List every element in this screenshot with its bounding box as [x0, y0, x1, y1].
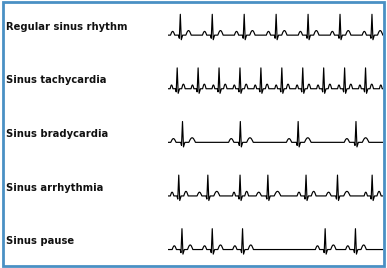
Text: Sinus bradycardia: Sinus bradycardia [6, 129, 108, 139]
Text: Sinus arrhythmia: Sinus arrhythmia [6, 183, 103, 193]
Text: Sinus pause: Sinus pause [6, 236, 74, 246]
Text: Sinus tachycardia: Sinus tachycardia [6, 75, 106, 85]
Text: Regular sinus rhythm: Regular sinus rhythm [6, 22, 127, 32]
